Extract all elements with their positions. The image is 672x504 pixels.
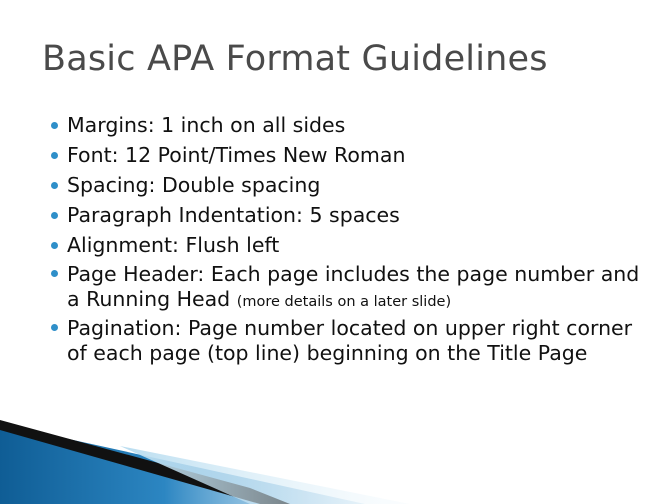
bullet-font: Font: 12 Point/Times New Roman [46,140,656,170]
footer-light-sweep [120,446,410,504]
bullet-text: Page Header: Each page includes the page… [67,262,640,311]
bullet-paragraph-indentation: Paragraph Indentation: 5 spaces [46,200,656,230]
bullet-text: Spacing: Double spacing [67,173,321,197]
bullet-text: Pagination: Page number located on upper… [67,316,633,365]
bullet-text: Paragraph Indentation: 5 spaces [67,203,400,227]
bullet-dot-icon [51,212,58,219]
bullet-dot-icon [51,324,58,331]
bullet-pagination: Pagination: Page number located on upper… [46,314,656,368]
bullet-dot-icon [51,270,58,277]
bullet-dot-icon [51,242,58,249]
bullet-list: Margins: 1 inch on all sides Font: 12 Po… [46,110,656,368]
bullet-page-header: Page Header: Each page includes the page… [46,260,656,314]
bullet-dot-icon [51,182,58,189]
bullet-text: Margins: 1 inch on all sides [67,113,346,137]
bullet-margins: Margins: 1 inch on all sides [46,110,656,140]
bullet-text: Font: 12 Point/Times New Roman [67,143,406,167]
bullet-dot-icon [51,152,58,159]
bullet-spacing: Spacing: Double spacing [46,170,656,200]
bullet-text: Alignment: Flush left [67,233,280,257]
bullet-note: (more details on a later slide) [236,294,452,310]
bullet-alignment: Alignment: Flush left [46,230,656,260]
bullet-dot-icon [51,122,58,129]
slide-title: Basic APA Format Guidelines [42,39,548,79]
